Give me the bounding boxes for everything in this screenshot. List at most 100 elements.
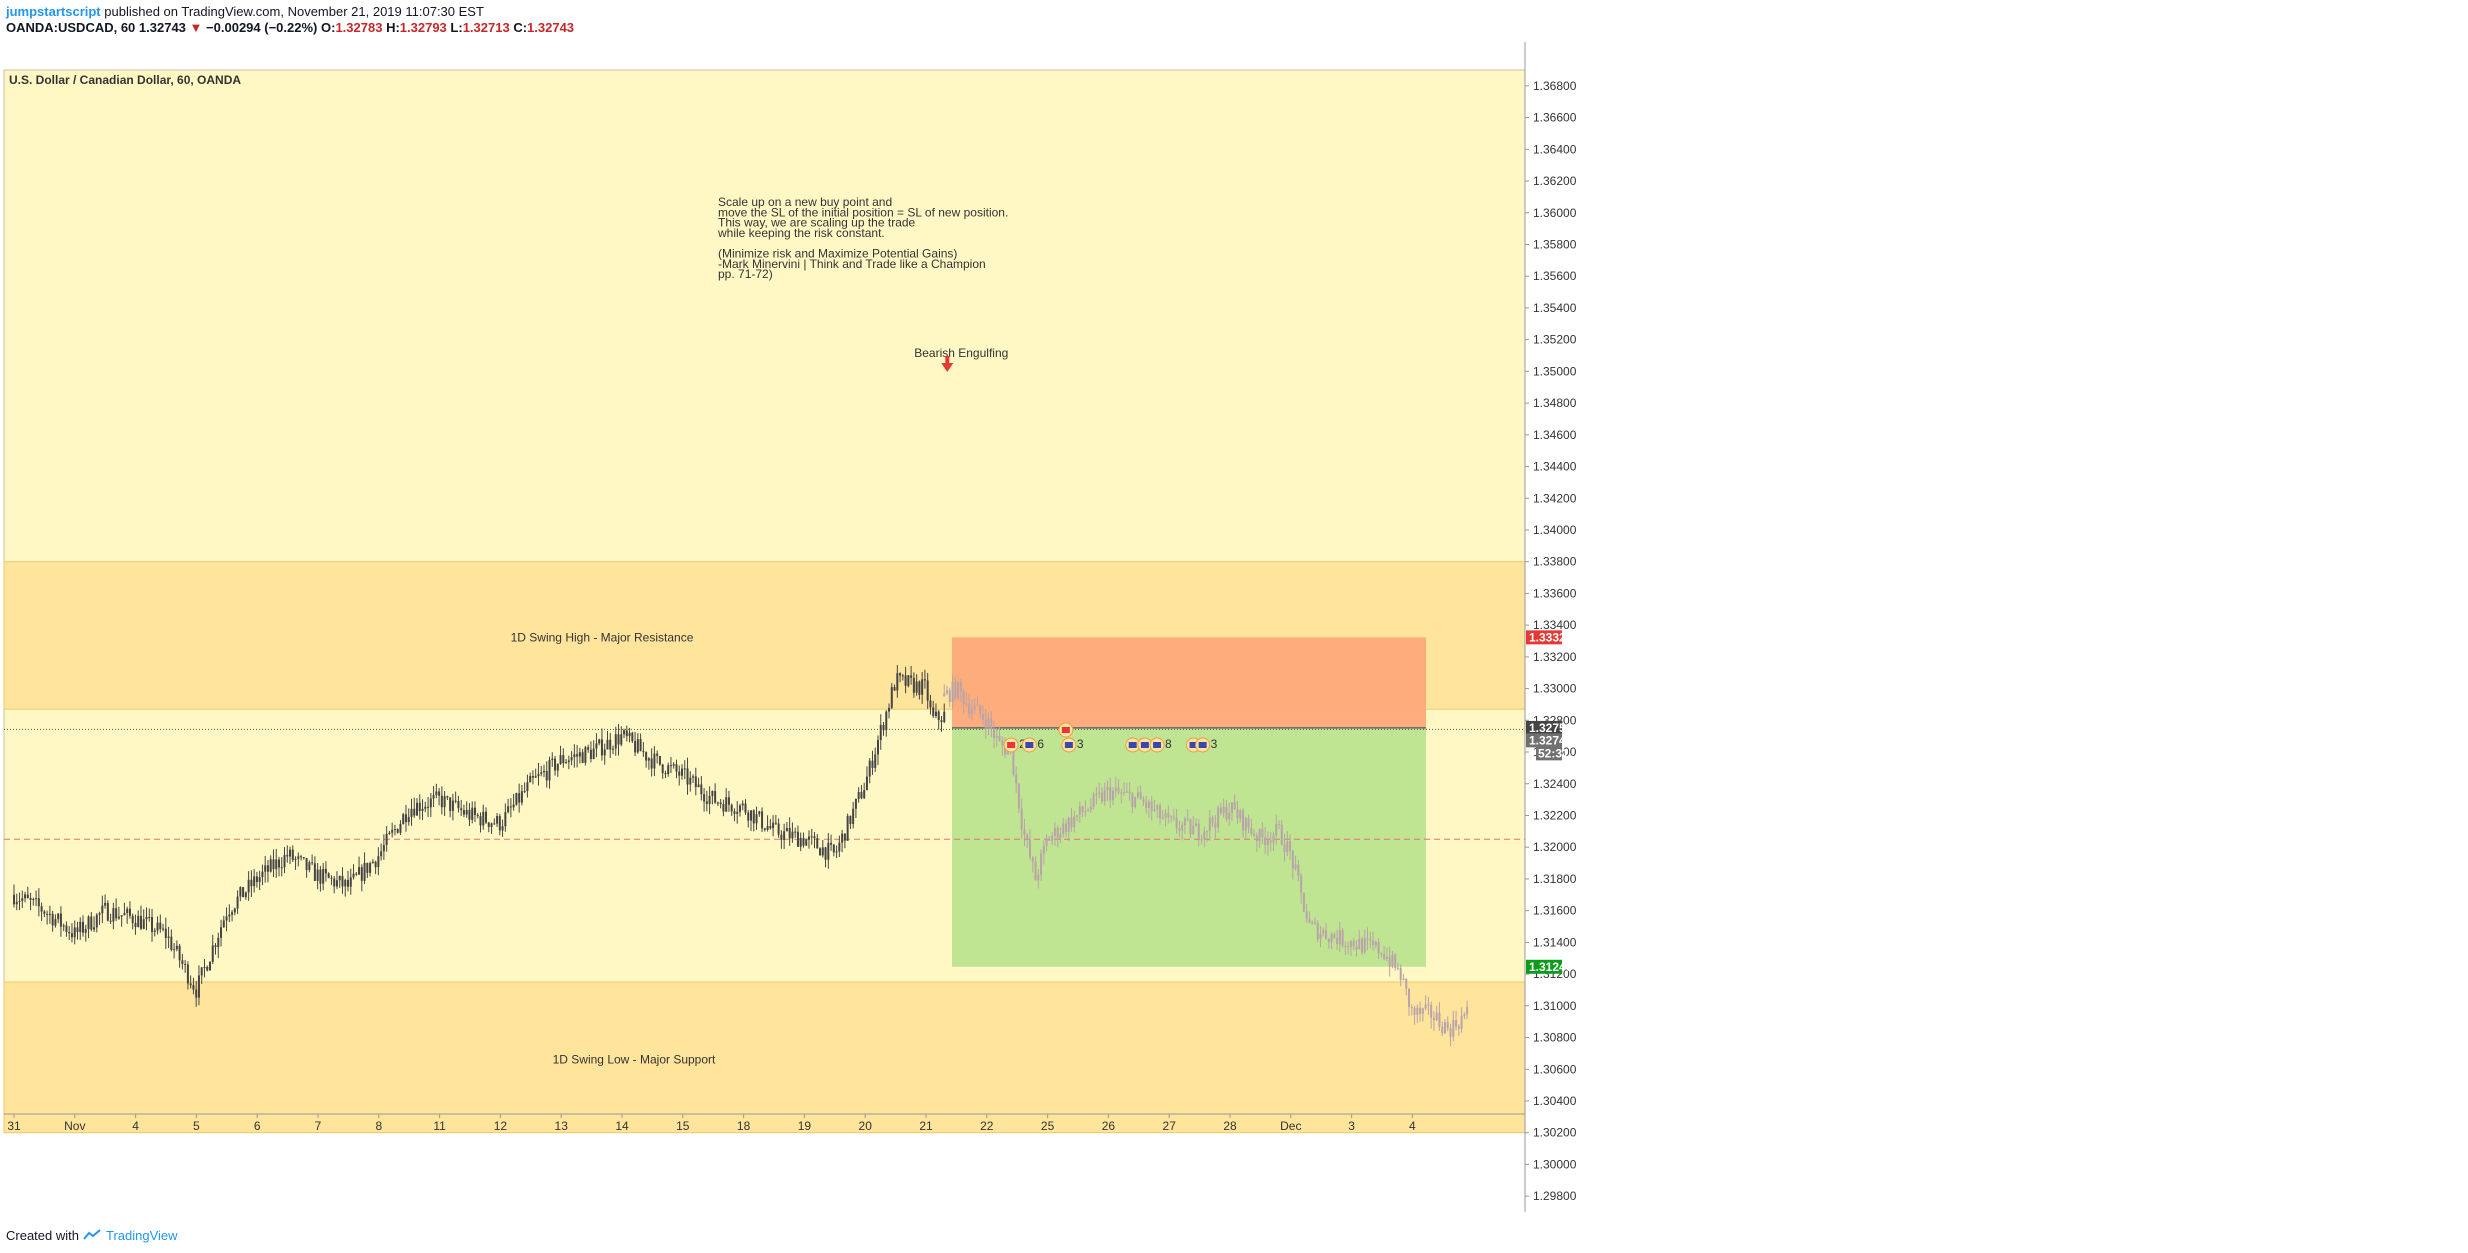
candle-body (347, 879, 350, 887)
candle-body (385, 834, 388, 846)
candle-body (454, 800, 457, 802)
candle (758, 810, 761, 817)
candle-body (460, 808, 463, 811)
projected-candle-body (1242, 810, 1245, 831)
event-marker[interactable]: 8 (1149, 737, 1172, 753)
candle (620, 726, 623, 747)
price-tick-label: 1.30800 (1533, 1031, 1577, 1045)
price-axis[interactable]: 1.29800 1.30000 1.30200 1.30400 1.30600 1.308… (1524, 42, 1577, 1212)
candle (567, 755, 570, 770)
candle (344, 878, 347, 897)
candle (195, 980, 198, 1007)
candle (658, 755, 661, 766)
projected-candle-body (1255, 835, 1258, 842)
candle-body (93, 927, 96, 930)
projected-candle (1120, 788, 1123, 804)
projected-candle-body (1239, 810, 1242, 819)
published-text: published on TradingView.com, November 2… (104, 4, 484, 19)
event-marker[interactable] (1058, 722, 1074, 738)
symbol-name[interactable]: OANDA:USDCAD, 60 (6, 20, 136, 35)
candle-body (921, 679, 924, 695)
candle-body (647, 758, 650, 761)
candle (600, 728, 603, 761)
candle-body (225, 916, 228, 921)
candle-body (62, 925, 65, 927)
candle (184, 959, 187, 973)
projected-candle (1183, 816, 1186, 835)
time-tick-label: 4 (1409, 1119, 1416, 1133)
candle (584, 745, 587, 766)
projected-candle-body (1089, 806, 1092, 810)
projected-candle (1255, 832, 1258, 853)
candle-body (705, 801, 708, 804)
candle-body (879, 724, 882, 741)
projected-candle (1172, 808, 1175, 821)
projected-candle (1313, 917, 1316, 925)
candle-body (407, 816, 410, 823)
projected-candle-body (1250, 827, 1253, 834)
tradingview-link[interactable]: TradingView (106, 1228, 178, 1243)
candle (239, 886, 242, 902)
candle-body (584, 747, 587, 763)
candle-body (542, 770, 545, 773)
candle-body (297, 856, 300, 859)
candle (468, 803, 471, 826)
projected-candle-body (970, 709, 973, 714)
candle-body (915, 681, 918, 693)
projected-candle (1244, 816, 1247, 841)
candle (35, 890, 38, 907)
time-axis[interactable]: 31 Nov 4 5 6 7 8 11 12 13 14 15 18 19 20 21 22 25 26 27 28 De… (4, 1113, 1525, 1133)
candle-body (330, 877, 333, 879)
candle-body (51, 913, 54, 926)
candle (440, 786, 443, 815)
candle-body (730, 804, 733, 812)
candle-body (634, 741, 637, 753)
projected-candle (1388, 946, 1391, 977)
strategy-note: Scale up on a new buy point and move the … (717, 195, 1008, 281)
signal-label: Bearish Engulfing (914, 346, 1008, 360)
projected-candle-body (1078, 806, 1081, 815)
event-marker[interactable]: 3 (1195, 737, 1218, 753)
projected-candle (1438, 1002, 1441, 1031)
projected-candle-body (1261, 829, 1264, 838)
candle (852, 801, 855, 829)
candle (794, 827, 797, 838)
projected-candle (1087, 807, 1090, 812)
candle-body (805, 839, 808, 846)
projected-candle (1181, 821, 1184, 841)
price-tick-label: 1.31400 (1533, 935, 1577, 949)
projected-candle-body (1311, 922, 1314, 924)
candle (15, 893, 18, 911)
candle-body (711, 791, 714, 796)
candle (915, 674, 918, 696)
projected-candle-body (1012, 748, 1015, 775)
event-marker[interactable]: 6 (1021, 737, 1044, 753)
projected-candle-body (1466, 1007, 1469, 1015)
candle-body (763, 828, 766, 830)
event-marker[interactable]: 3 (1061, 737, 1084, 753)
projected-candle (1098, 782, 1101, 799)
projected-candle-body (1167, 813, 1170, 818)
price-change: −0.00294 (−0.22%) (206, 20, 318, 35)
projected-candle (1369, 931, 1372, 949)
economic-events[interactable]: 26362853 (1003, 722, 1218, 753)
projected-candle-body (1352, 941, 1355, 947)
projected-candle-body (1430, 1004, 1433, 1018)
candle-body (520, 791, 523, 803)
candle-body (277, 859, 280, 868)
candle (399, 820, 402, 835)
stop-loss-zone[interactable] (952, 637, 1426, 728)
candle-body (449, 797, 452, 811)
projected-candle-body (1405, 978, 1408, 989)
candle-body (799, 838, 802, 847)
candle-body (443, 796, 446, 808)
short-position-tool[interactable] (952, 637, 1426, 967)
candle-body (686, 768, 689, 785)
take-profit-zone[interactable] (952, 727, 1426, 967)
price-tick-label: 1.35000 (1533, 364, 1577, 378)
candle-body (162, 928, 165, 930)
chart-canvas[interactable]: 1D Swing High - Major Resistance 1D Swing… (0, 42, 2468, 1222)
projected-candle (1109, 777, 1112, 808)
candle-body (43, 911, 46, 914)
author-link[interactable]: jumpstartscript (6, 4, 101, 19)
